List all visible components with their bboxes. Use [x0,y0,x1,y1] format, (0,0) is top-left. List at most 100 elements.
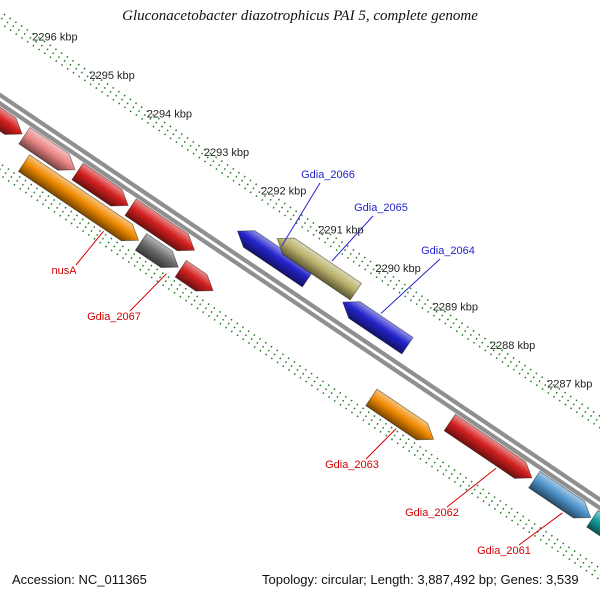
ruler-minor-tick [326,388,336,401]
ruler-minor-tick [131,256,141,270]
ruler-minor-tick [355,407,365,420]
ruler-minor-tick [212,310,222,324]
ruler-minor-tick [47,48,57,61]
cds-Gdia_2064-arrow[interactable] [337,294,414,355]
ruler-label: 2296 kbp [32,31,77,43]
cds-Gdia_2063-arrow[interactable] [365,388,439,448]
gene-label-Gdia_2064[interactable]: Gdia_2064 [421,245,475,257]
ruler-minor-tick [498,503,508,517]
ruler-minor-tick [526,523,536,536]
cds-Gdia_2062-arrow[interactable] [443,413,537,486]
ruler-minor-tick [328,237,338,250]
ruler-minor-tick [595,569,600,582]
ruler-labels: 2296 kbp 2295 kbp 2294 kbp 2293 kbp 2292 kbp… [32,31,592,390]
ruler-minor-tick [362,260,372,273]
ruler-minor-tick [63,210,73,223]
ruler-minor-tick [126,252,136,266]
ruler-minor-tick [351,252,361,266]
ruler-minor-tick [385,275,395,289]
ruler-minor-tick [234,326,244,339]
ruler-minor-tick [177,287,187,301]
ruler-minor-tick [560,546,570,559]
cds-Gdia_2066-arrow[interactable] [232,223,315,288]
ruler-minor-tick [236,175,246,188]
ruler-minor-tick [217,314,227,328]
ruler-minor-tick [116,94,126,107]
gene-label-nusA[interactable]: nusA [51,265,77,277]
ruler-minor-tick [288,210,298,223]
ruler-minor-tick [185,140,195,154]
ruler-minor-tick [23,183,33,196]
ruler-minor-tick [149,268,159,281]
ruler-minor-tick [200,303,210,316]
ruler-minor-tick [80,222,90,235]
ruler-minor-tick [65,59,75,73]
ruler-minor-tick [6,171,16,185]
ruler-minor-tick [299,217,309,231]
ruler-minor-tick [190,144,200,158]
ruler-minor-tick [480,492,490,505]
cds-unlabeled-2-arrow[interactable] [18,126,81,178]
ruler-minor-tick [534,376,544,389]
ruler-minor-tick [549,538,559,551]
ruler-label: 2295 kbp [90,70,135,82]
ruler-minor-tick [248,183,258,196]
ruler-minor-tick [7,21,17,34]
cds-unlabeled-5-arrow[interactable] [174,259,219,298]
ruler-minor-tick [276,202,286,215]
ruler-minor-tick [579,407,589,420]
ruler-minor-tick [454,322,464,335]
ruler-minor-tick [70,63,80,77]
cds-unlabeled-4-arrow[interactable] [124,198,200,259]
ruler-minor-tick [229,322,239,335]
footer-summary: Topology: circular; Length: 3,887,492 bp… [262,572,579,587]
ruler-minor-tick [423,453,433,467]
ruler-minor-tick [297,368,307,382]
ruler-minor-tick [183,291,193,304]
cds-unlabeled-1-arrow[interactable] [0,87,28,143]
ruler-minor-tick [332,391,342,405]
ruler-minor-tick [572,553,582,567]
ruler-minor-tick [528,372,538,385]
callout-leader-line [518,512,563,546]
ruler-minor-tick [356,256,366,269]
cds-unlabeled-3-arrow[interactable] [71,162,134,214]
cds-Gdia_2061-arrow[interactable] [528,470,597,526]
ruler-minor-tick [0,168,10,181]
ruler-minor-tick [271,198,281,212]
ruler-minor-tick [517,364,527,377]
gene-label-Gdia_2062[interactable]: Gdia_2062 [405,507,459,519]
gene-label-Gdia_2061[interactable]: Gdia_2061 [477,545,531,557]
ruler-minor-tick [137,260,147,274]
ruler-minor-tick [0,13,6,26]
ruler-label: 2293 kbp [204,147,249,159]
ruler-minor-tick [320,384,330,397]
ruler-minor-tick [360,411,370,424]
ruler-minor-tick [505,356,515,370]
gene-label-Gdia_2063[interactable]: Gdia_2063 [325,459,379,471]
cds-nusA-arrow[interactable] [17,154,144,249]
cds-unlabeled-6-arrow[interactable] [586,509,600,564]
gene-label-Gdia_2065[interactable]: Gdia_2065 [354,202,408,214]
gene-label-Gdia_2066[interactable]: Gdia_2066 [301,169,355,181]
ruler-minor-tick [555,542,565,555]
ruler-minor-tick [168,129,178,142]
ruler-minor-tick [292,364,302,378]
ruler-minor-tick [122,98,132,111]
ruler-minor-tick [231,171,241,185]
cds-Gdia_2067-arrow[interactable] [134,233,183,276]
ruler-minor-tick [446,469,456,482]
ruler-minor-tick [343,399,353,412]
gene-label-Gdia_2067[interactable]: Gdia_2067 [87,311,141,323]
backbone-line [0,42,600,578]
genome-backbone [0,42,600,584]
ruler-minor-tick [105,86,115,100]
ruler-minor-tick [282,206,292,219]
ruler-minor-tick [13,25,23,38]
ruler-minor-tick [591,414,600,428]
ruler-minor-tick [120,249,130,262]
cds-Gdia_2065-arrow[interactable] [272,230,363,301]
